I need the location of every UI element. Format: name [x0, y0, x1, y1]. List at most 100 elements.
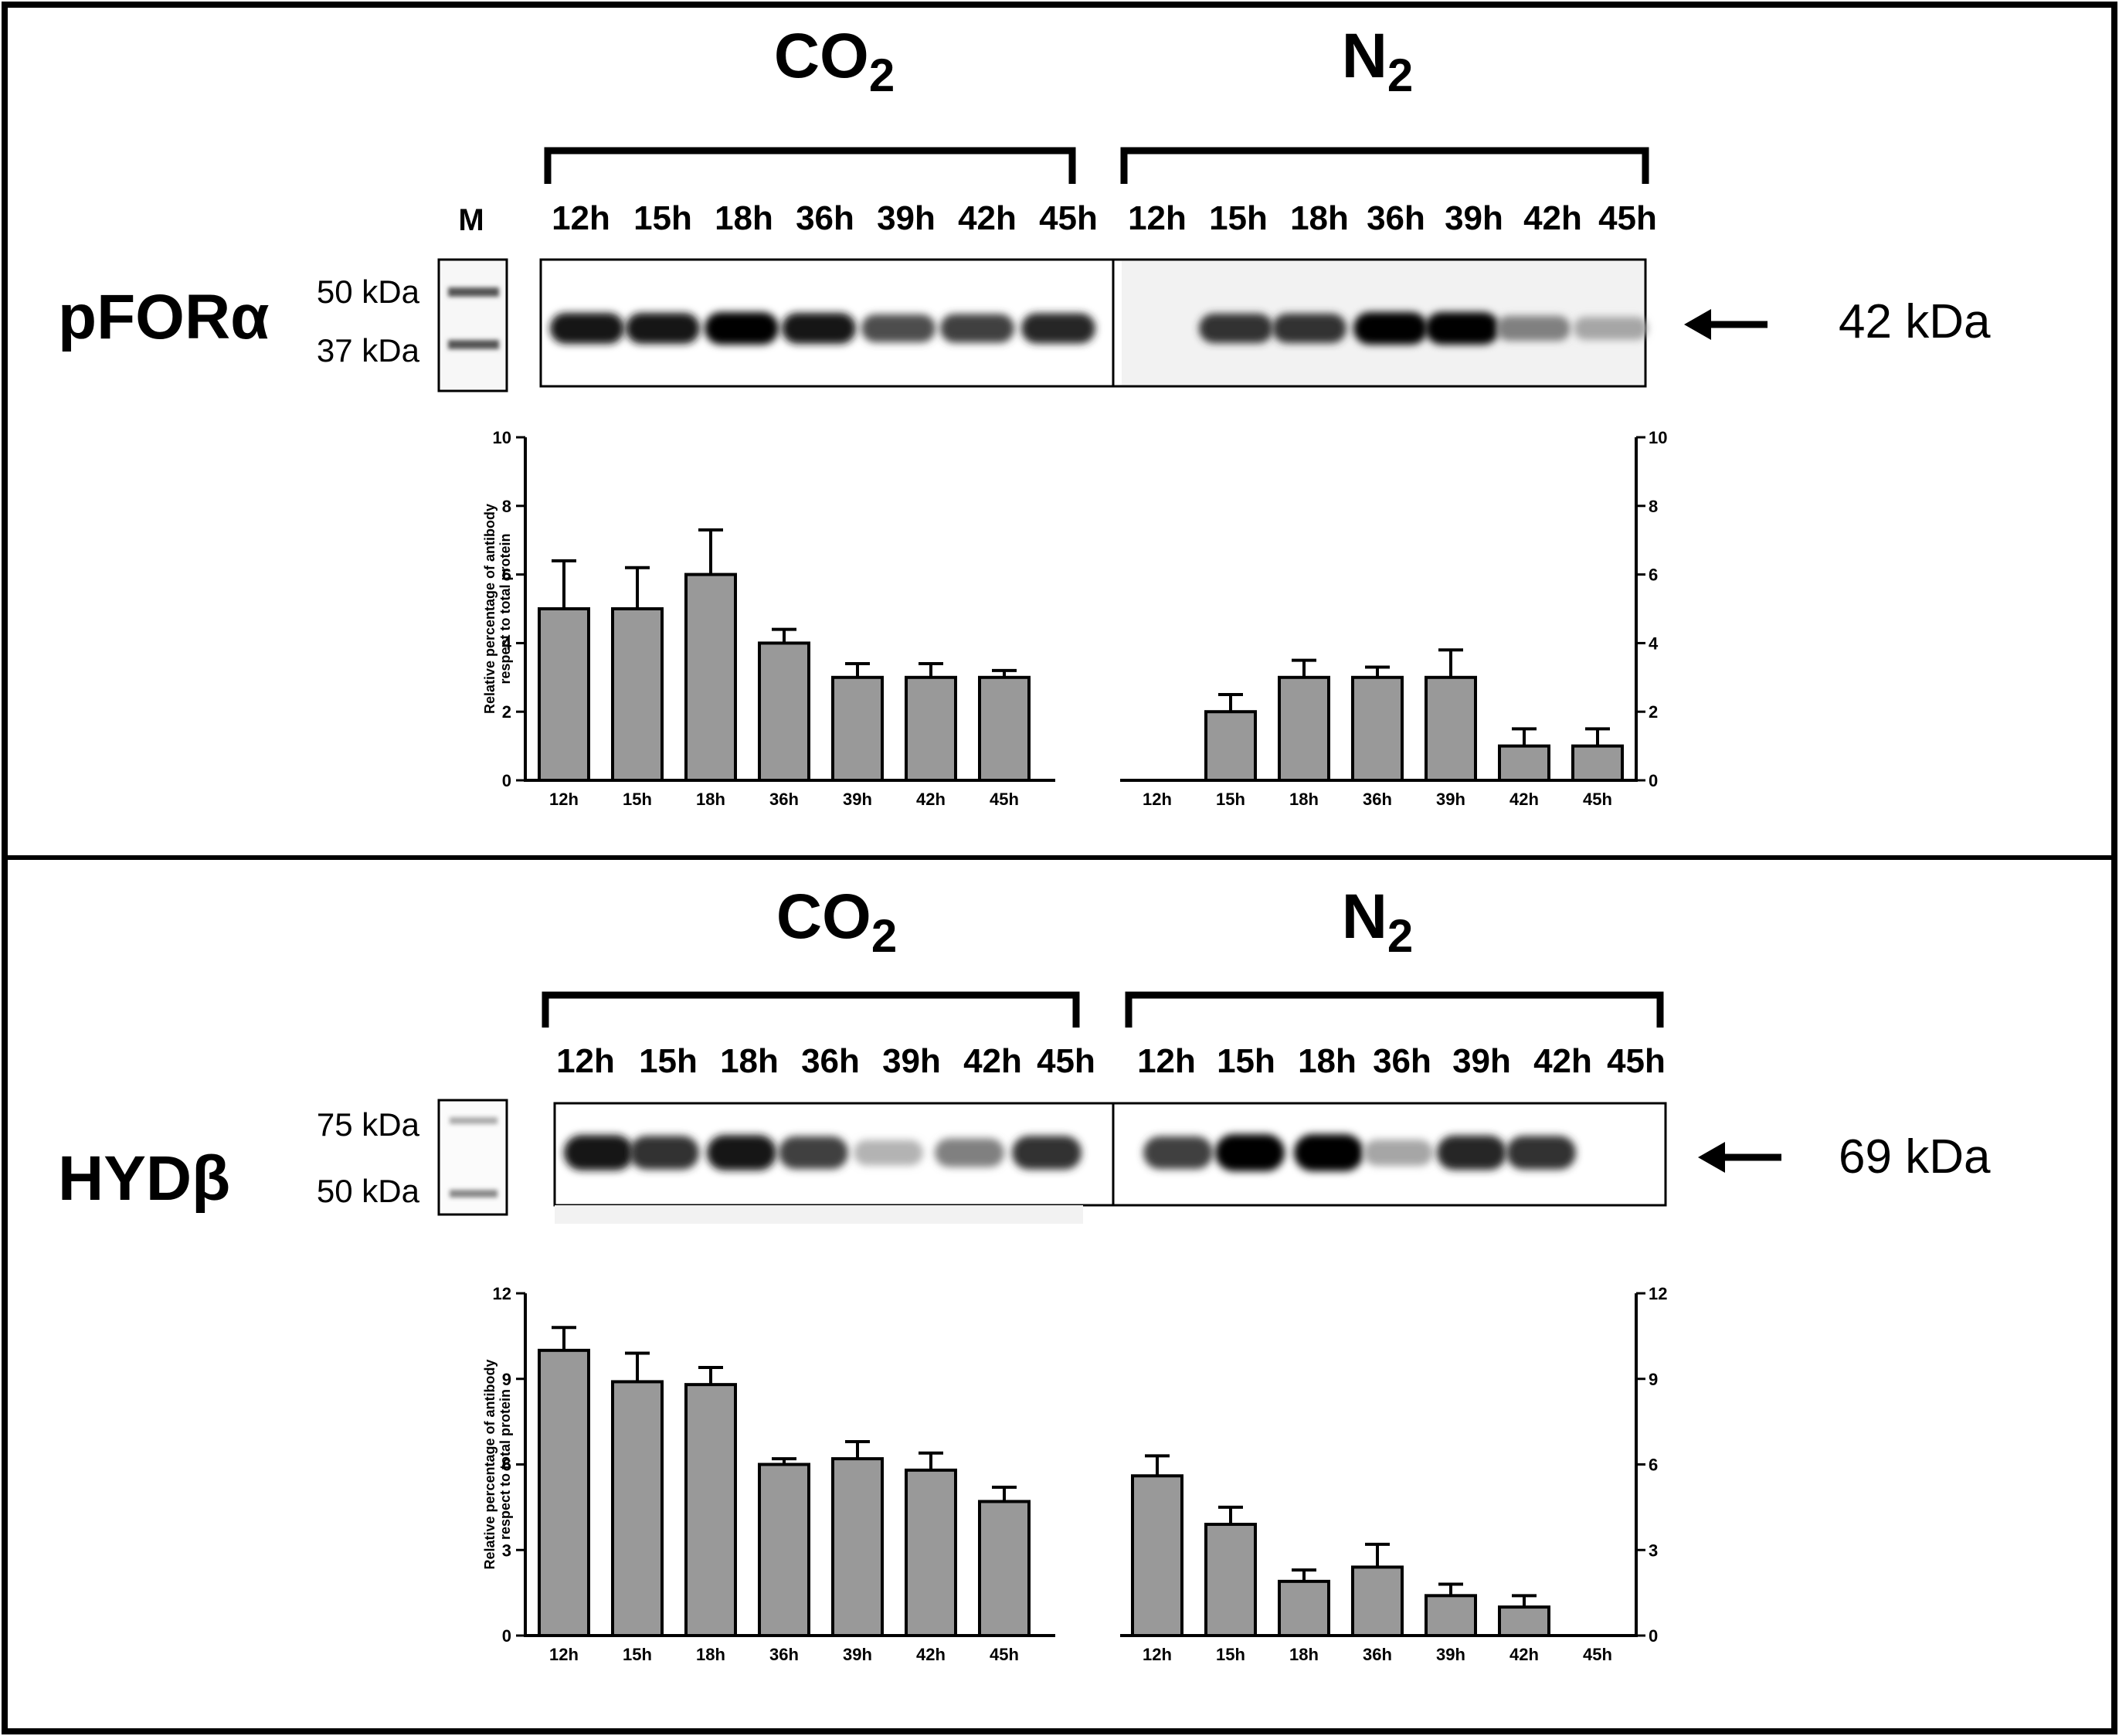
- marker-band-50: [450, 1190, 497, 1198]
- marker-size-lower: 37 kDa: [317, 332, 420, 369]
- x-tick-label: 15h: [623, 1645, 652, 1664]
- blot-band: [1272, 313, 1346, 344]
- x-tick-label: 42h: [1509, 790, 1539, 809]
- blot-band: [782, 312, 856, 345]
- x-tick-label: 39h: [843, 1645, 872, 1664]
- marker-band-37: [448, 340, 499, 349]
- x-tick-label: 18h: [1289, 1645, 1319, 1664]
- lane-label: 45h: [1598, 199, 1657, 237]
- blot-band: [705, 312, 779, 345]
- x-tick-label: 18h: [1289, 790, 1319, 809]
- group-bracket-n2: [1125, 991, 1664, 1028]
- x-tick-label: 12h: [1143, 790, 1172, 809]
- bar: [1204, 1523, 1257, 1638]
- blot-band: [626, 312, 700, 345]
- x-tick-label: 12h: [549, 1645, 579, 1664]
- bar: [905, 675, 957, 782]
- blot-band: [1437, 1135, 1506, 1170]
- group-bracket-n2: [1120, 147, 1649, 184]
- bar: [538, 1348, 590, 1638]
- x-tick-label: 36h: [1363, 790, 1392, 809]
- lane-label: 15h: [1217, 1042, 1275, 1080]
- blot-band: [1506, 1136, 1576, 1170]
- x-tick-label: 45h: [1583, 790, 1612, 809]
- y-tick-label-right: 2: [1649, 702, 1658, 722]
- x-tick-label: 36h: [769, 1645, 799, 1664]
- blot-band: [550, 312, 624, 345]
- lane-label: 39h: [877, 199, 936, 237]
- bar: [1278, 1579, 1330, 1637]
- lane-label: 42h: [1523, 199, 1582, 237]
- x-tick-label: 12h: [1143, 1645, 1172, 1664]
- x-tick-label: 39h: [1436, 1645, 1465, 1664]
- y-tick-label-right: 3: [1649, 1541, 1658, 1560]
- y-tick-label-left: 12: [493, 1284, 511, 1303]
- panel-hyd: HYDβ CO2 N2 12h 15h 18h 36h 39h 42h 45h 12h 15h 1…: [58, 882, 1991, 1664]
- lane-label: 36h: [1373, 1042, 1431, 1080]
- y-tick-label-right: 10: [1649, 428, 1667, 447]
- blot-background-strip: [555, 1205, 1083, 1224]
- blot-band: [1143, 1136, 1213, 1170]
- lane-label: 12h: [1128, 199, 1187, 237]
- group-bracket-co2: [544, 147, 1076, 184]
- lane-label: 12h: [556, 1042, 615, 1080]
- y-tick-label-left: 6: [502, 1456, 511, 1475]
- band-arrow-head: [1684, 309, 1711, 340]
- x-tick-label: 45h: [1583, 1645, 1612, 1664]
- y-axis-label: Relative percentage of antibodyrespect t…: [482, 1359, 513, 1569]
- marker-size-upper: 50 kDa: [317, 273, 420, 310]
- blot-band: [1215, 1134, 1285, 1171]
- bar: [978, 1500, 1031, 1638]
- bar: [831, 1457, 884, 1638]
- bar: [684, 572, 737, 782]
- x-tick-label: 15h: [623, 790, 652, 809]
- x-tick-label: 45h: [990, 1645, 1019, 1664]
- bar: [1131, 1474, 1183, 1638]
- blot-band: [940, 314, 1014, 343]
- marker-band-50: [448, 287, 499, 297]
- lane-label: 18h: [1298, 1042, 1357, 1080]
- blot-bands-hyd: [564, 1134, 1576, 1171]
- lane-label: 15h: [639, 1042, 698, 1080]
- y-tick-label-right: 12: [1649, 1284, 1667, 1303]
- y-tick-label-right: 4: [1649, 634, 1659, 653]
- lane-label: 39h: [1452, 1042, 1511, 1080]
- blot-band: [779, 1136, 848, 1170]
- bar: [978, 675, 1031, 782]
- y-tick-label-right: 0: [1649, 1626, 1658, 1646]
- bar-chart-hyd: 0 0 3 3 6 6 9 9 12 12 Relative percentage of antib…: [482, 1284, 1667, 1664]
- y-axis-label: Relative percentage of antibodyrespect t…: [482, 504, 513, 714]
- lane-label: 15h: [1209, 199, 1268, 237]
- lane-label: 36h: [801, 1042, 860, 1080]
- blot-band: [1021, 313, 1095, 344]
- bar: [758, 641, 810, 783]
- y-tick-label-right: 8: [1649, 497, 1658, 516]
- blot-band: [861, 314, 936, 343]
- marker-size-lower: 50 kDa: [317, 1173, 420, 1209]
- lane-label: 45h: [1037, 1042, 1095, 1080]
- y-tick-label-right: 0: [1649, 771, 1658, 790]
- marker-size-upper: 75 kDa: [317, 1106, 420, 1143]
- x-tick-label: 39h: [1436, 790, 1465, 809]
- marker-band-75: [450, 1117, 497, 1124]
- x-tick-label: 36h: [769, 790, 799, 809]
- blot-band: [1199, 313, 1273, 344]
- lane-labels-hyd: 12h 15h 18h 36h 39h 42h 45h 12h 15h 18h 36h 39h 42h 4…: [556, 1042, 1666, 1080]
- bar: [1351, 675, 1404, 782]
- lane-label: 18h: [715, 199, 773, 237]
- lane-label: 12h: [1137, 1042, 1196, 1080]
- lane-labels-pfor: 12h 15h 18h 36h 39h 42h 45h 12h 15h 18h 36h 39h 42h 4…: [552, 199, 1657, 237]
- y-tick-label-left: 8: [502, 497, 511, 516]
- blot-band: [1363, 1140, 1433, 1166]
- y-tick-label-left: 4: [502, 634, 512, 653]
- bar: [1278, 675, 1330, 782]
- bar: [905, 1468, 957, 1637]
- y-tick-label-left: 9: [502, 1370, 511, 1389]
- bar: [1498, 1605, 1550, 1637]
- lane-label: 12h: [552, 199, 610, 237]
- bar: [831, 675, 884, 782]
- lane-label: 39h: [1445, 199, 1503, 237]
- lane-label: 45h: [1039, 199, 1098, 237]
- bar: [1498, 744, 1550, 782]
